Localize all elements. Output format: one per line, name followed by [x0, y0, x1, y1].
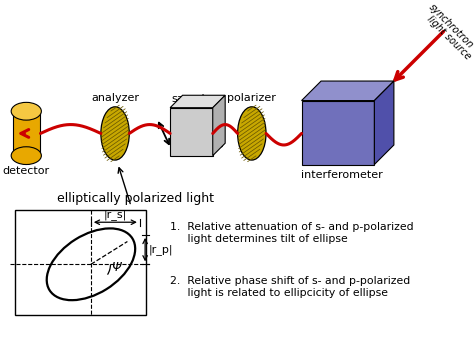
FancyBboxPatch shape	[301, 100, 374, 165]
Ellipse shape	[11, 102, 41, 120]
Text: |r_s|: |r_s|	[104, 209, 127, 220]
Text: sample: sample	[171, 94, 212, 104]
Text: interferometer: interferometer	[301, 170, 383, 180]
Text: analyzer: analyzer	[91, 93, 139, 103]
Text: detector: detector	[3, 166, 50, 176]
Polygon shape	[374, 81, 394, 165]
Ellipse shape	[101, 107, 129, 160]
Text: synchrotron: synchrotron	[427, 1, 474, 50]
Text: light source: light source	[425, 14, 473, 61]
FancyBboxPatch shape	[15, 210, 146, 315]
Polygon shape	[301, 81, 394, 100]
Text: 2.  Relative phase shift of s- and p-polarized
     light is related to ellipcic: 2. Relative phase shift of s- and p-pola…	[170, 276, 410, 298]
Ellipse shape	[237, 107, 266, 160]
Ellipse shape	[11, 147, 41, 165]
FancyBboxPatch shape	[13, 111, 40, 156]
Text: |r_p|: |r_p|	[149, 244, 173, 255]
Polygon shape	[170, 95, 225, 108]
Polygon shape	[213, 95, 225, 156]
Text: Ψ: Ψ	[111, 261, 121, 274]
Text: polarizer: polarizer	[228, 93, 276, 103]
Text: 1.  Relative attenuation of s- and p-polarized
     light determines tilt of ell: 1. Relative attenuation of s- and p-pola…	[170, 222, 414, 244]
FancyBboxPatch shape	[170, 108, 213, 156]
Text: elliptically polarized light: elliptically polarized light	[57, 192, 214, 205]
